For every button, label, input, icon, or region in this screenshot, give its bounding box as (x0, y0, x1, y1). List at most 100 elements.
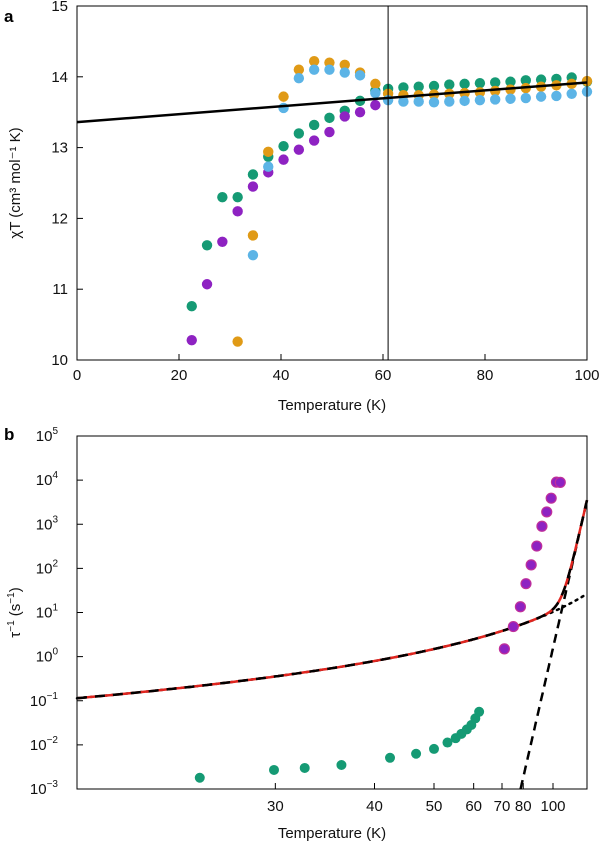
panel-a-point-purple (370, 99, 381, 111)
panel-a-point-blue (339, 67, 350, 78)
panel-b-y-tick-exp: 0 (52, 647, 58, 658)
panel-b-x-tick-label: 30 (267, 798, 284, 815)
panel-a-point-purple (354, 107, 366, 118)
panel-a-plot-area (76, 6, 593, 360)
panel-a-point-green (278, 140, 289, 152)
panel-a-point-purple (201, 279, 213, 290)
panel-a-x-tick-label: 80 (477, 367, 494, 384)
panel-b-label: b (4, 425, 14, 444)
panel-a-x-tick-label: 60 (375, 367, 392, 384)
panel-a-point-blue (413, 96, 424, 107)
panel-b-point-green (385, 752, 396, 763)
panel-b-point-purple (525, 559, 537, 571)
panel-b-point-purple (545, 492, 557, 504)
panel-a-point-green (520, 75, 531, 86)
panel-a-point-green (324, 112, 335, 124)
panel-a-point-purple (217, 236, 228, 247)
panel-a-point-green (308, 119, 320, 131)
panel-a-point-green (459, 78, 470, 90)
panel-b-point-green (299, 762, 310, 773)
panel-a-point-green (505, 76, 516, 87)
panel-b-ylabel-units-exp: −1 (6, 592, 17, 604)
panel-a-point-green (201, 240, 213, 251)
panel-a-point-orange (293, 64, 305, 75)
panel-a-point-blue (459, 95, 470, 107)
panel-b-point-purple (541, 506, 553, 518)
panel-b-y-tick-base: 10 (36, 428, 53, 445)
panel-b-y-tick-base: 10 (36, 560, 53, 577)
panel-a-x-tick-label: 40 (273, 367, 290, 384)
panel-a-x-tick-label: 0 (73, 367, 81, 384)
panel-b-x-tick-label: 60 (465, 798, 482, 815)
panel-b-point-green (429, 743, 439, 754)
panel-a: a 0 20 40 60 80 100 10 11 12 13 14 15 Temperature (… (4, 0, 600, 414)
panel-a-point-blue (308, 64, 320, 75)
panel-a-x-tick-label: 20 (171, 367, 188, 384)
panel-b-point-purple (554, 476, 566, 488)
panel-a-point-orange (232, 336, 243, 347)
panel-a-y-tick-label: 14 (51, 69, 68, 86)
panel-b-x-tick-label: 70 (494, 798, 511, 815)
panel-b-plot-area (75, 476, 589, 790)
panel-a-point-green (293, 128, 305, 139)
panel-a-y-tick-label: 12 (51, 210, 68, 227)
panel-a-fit-line (76, 81, 588, 124)
panel-b-point-green (269, 764, 280, 775)
panel-a-point-blue (428, 97, 440, 108)
panel-b-point-green (442, 737, 453, 748)
panel-b-point-purple (536, 520, 548, 532)
panel-a-x-axis-title: Temperature (K) (278, 397, 386, 414)
panel-a-point-orange (308, 56, 320, 67)
panel-a-point-purple (247, 181, 259, 192)
panel-a-point-blue (354, 70, 366, 81)
panel-a-point-blue (551, 90, 562, 102)
panel-a-point-purple (308, 135, 320, 146)
panel-a-point-orange (263, 146, 274, 158)
panel-b-ylabel-base: τ (7, 632, 24, 638)
panel-a-point-blue (566, 88, 577, 99)
panel-a-point-green (444, 79, 455, 90)
panel-b-y-tick-base: 10 (36, 649, 53, 666)
panel-a-ticks: 0 20 40 60 80 100 10 11 12 13 14 15 (51, 0, 599, 384)
panel-a-point-green (474, 77, 486, 89)
panel-a-point-purple (339, 111, 350, 122)
panel-a-y-tick-label: 15 (51, 0, 68, 15)
panel-a-frame (76, 5, 588, 361)
panel-a-y-tick-label: 10 (51, 352, 68, 369)
panel-a-point-green (398, 82, 409, 93)
panel-b-y-tick-base: 10 (30, 737, 47, 754)
panel-a-point-green (186, 300, 197, 312)
panel-a-point-blue (505, 93, 516, 104)
panel-b-y-tick-label: 101 (36, 603, 59, 622)
panel-a-y-axis-title: χT (cm³ mol⁻¹ K) (7, 127, 24, 238)
panel-b-orbach-dashed (519, 499, 589, 790)
panel-b-y-tick-base: 10 (36, 516, 53, 533)
panel-b-point-purple (498, 643, 510, 655)
panel-a-point-blue (520, 92, 531, 104)
panel-b-total-fit-black (76, 499, 589, 700)
panel-b-frame (76, 435, 588, 790)
panel-a-y-tick-label: 11 (52, 281, 68, 298)
panel-b-point-purple (520, 578, 532, 590)
panel-b-x-tick-label: 50 (426, 798, 443, 815)
panel-b-y-tick-base: 10 (30, 781, 47, 798)
panel-b-y-tick-exp: 2 (52, 558, 58, 569)
panel-b-raman-dotted (75, 592, 589, 700)
panel-a-point-blue (535, 91, 547, 102)
panel-b: b 30 40 50 60 70 80 10010−310−210−110010110210… (4, 425, 589, 842)
panel-a-point-blue (474, 94, 486, 106)
panel-a-point-blue (370, 87, 381, 99)
panel-b-y-tick-base: 10 (36, 472, 53, 489)
panel-a-point-orange (339, 59, 350, 70)
panel-b-y-axis-title: τ−1 (s−1) (6, 587, 24, 637)
panel-a-point-blue (263, 161, 274, 172)
panel-b-y-tick-exp: 3 (52, 514, 58, 525)
panel-b-ylabel-close: ) (7, 587, 24, 592)
panel-b-y-tick-label: 102 (36, 558, 59, 577)
panel-b-y-tick-label: 10−2 (30, 735, 59, 754)
panel-a-point-green (217, 191, 228, 203)
panel-b-y-tick-exp: 1 (52, 603, 58, 614)
panel-a-point-blue (444, 96, 455, 107)
panel-b-point-purple (507, 620, 519, 633)
